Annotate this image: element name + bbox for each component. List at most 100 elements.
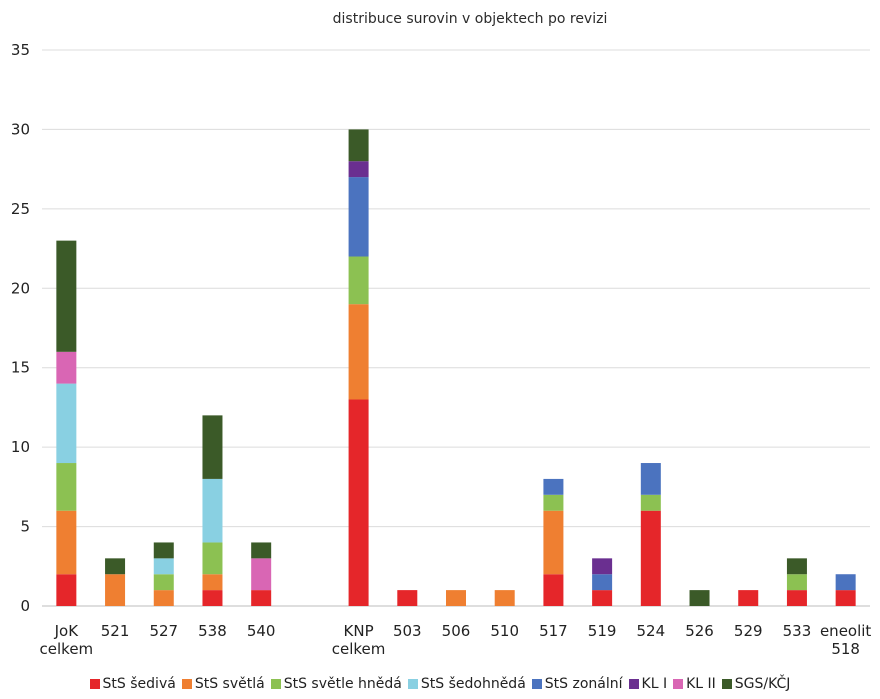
- legend-item: StS šedohnědá: [407, 676, 526, 692]
- legend-label: StS světle hnědá: [283, 676, 402, 692]
- y-tick-label: 20: [11, 279, 30, 297]
- x-tick-label: 526: [685, 622, 714, 640]
- bar-segment: [592, 574, 613, 591]
- legend-item: KL II: [673, 676, 716, 692]
- x-tick-label: 533: [783, 622, 812, 640]
- bar-segment: [56, 510, 77, 575]
- bar-segment: [738, 590, 759, 606]
- legend-swatch: [270, 679, 281, 689]
- legend-label: KL I: [641, 676, 668, 692]
- bar-segment: [251, 542, 272, 559]
- legend-label: KL II: [686, 676, 716, 692]
- legend-item: StS zonální: [531, 676, 623, 692]
- bar-segment: [56, 574, 77, 606]
- bar-segment: [105, 574, 126, 606]
- y-tick-label: 35: [11, 41, 30, 59]
- bar-segment: [153, 590, 174, 606]
- y-axis-ticks: 0 5 10 15 20 25 30 35: [11, 41, 30, 615]
- x-tick-label: eneolit: [820, 622, 871, 640]
- x-tick-label: 524: [637, 622, 666, 640]
- y-tick-label: 30: [11, 120, 30, 138]
- bar-segment: [592, 558, 613, 575]
- bar-segment: [543, 510, 564, 575]
- bar-segment: [105, 558, 126, 575]
- bar-segment: [640, 510, 661, 606]
- bar-segment: [446, 590, 466, 606]
- legend-label: SGS/KČJ: [734, 676, 791, 692]
- legend-label: StS světlá: [194, 676, 265, 692]
- bar-segment: [153, 542, 174, 559]
- x-tick-label: 540: [247, 622, 276, 640]
- bar-segment: [348, 161, 369, 178]
- bar-segment: [640, 463, 661, 495]
- bar-segment: [153, 574, 174, 591]
- bar-segment: [251, 590, 272, 606]
- bar-segment: [348, 256, 369, 305]
- bar-segment: [786, 574, 807, 591]
- y-tick-label: 0: [20, 597, 30, 615]
- gridlines: [42, 49, 870, 607]
- legend: StS šedivá StS světlá StS světle hnědá StS …: [0, 676, 880, 698]
- x-tick-label: 518: [831, 640, 860, 658]
- y-tick-label: 10: [11, 438, 30, 456]
- bar-segment: [494, 590, 515, 606]
- legend-swatch: [89, 679, 100, 689]
- bar-segment: [202, 478, 223, 543]
- bar-segment: [835, 574, 856, 591]
- legend-label: StS šedivá: [102, 676, 176, 692]
- legend-item: StS šedivá: [89, 676, 176, 692]
- bar-segment: [689, 590, 710, 606]
- bar-segment: [348, 399, 369, 606]
- y-tick-label: 25: [11, 200, 30, 218]
- legend-swatch: [531, 679, 542, 689]
- legend-swatch: [628, 679, 639, 689]
- bar-segment: [348, 177, 369, 257]
- legend-swatch: [721, 679, 732, 689]
- bar-segment: [56, 383, 77, 464]
- bar-segment: [592, 590, 613, 606]
- bar-segment: [251, 558, 272, 591]
- bar-segment: [56, 463, 77, 511]
- bar-segment: [543, 574, 564, 606]
- x-tick-label: 529: [734, 622, 763, 640]
- bar-segment: [543, 494, 564, 511]
- bar-segment: [202, 542, 223, 575]
- y-tick-label: 15: [11, 359, 30, 377]
- x-tick-label: 521: [101, 622, 130, 640]
- bar-segment: [348, 304, 369, 400]
- legend-item: StS světle hnědá: [270, 676, 402, 692]
- bar-segment: [543, 478, 564, 495]
- legend-item: StS světlá: [181, 676, 265, 692]
- legend-label: StS zonální: [544, 676, 623, 692]
- chart-title: distribuce surovin v objektech po revizi: [333, 11, 608, 27]
- x-tick-label: 517: [539, 622, 568, 640]
- bar-segment: [640, 494, 661, 511]
- bar-segment: [56, 351, 77, 384]
- bar-segment: [348, 129, 369, 162]
- x-tick-label: 510: [490, 622, 519, 640]
- bar-segment: [786, 590, 807, 606]
- legend-swatch: [181, 679, 192, 689]
- x-tick-label: 506: [442, 622, 471, 640]
- bar-segment: [202, 590, 223, 606]
- x-tick-label: 527: [149, 622, 178, 640]
- x-tick-label: JoK: [54, 622, 80, 640]
- x-tick-label: celkem: [40, 640, 94, 658]
- legend-item: KL I: [628, 676, 668, 692]
- bar-segment: [56, 240, 77, 352]
- bar-segment: [202, 415, 223, 479]
- x-tick-label: KNP: [344, 622, 374, 640]
- x-tick-label: 538: [198, 622, 227, 640]
- legend-label: StS šedohnědá: [420, 676, 526, 692]
- bar-segment: [786, 558, 807, 575]
- legend-swatch: [407, 679, 418, 689]
- x-tick-label: celkem: [332, 640, 386, 658]
- legend-swatch: [673, 679, 684, 689]
- bar-segment: [202, 574, 223, 591]
- bar-segment: [835, 590, 856, 606]
- x-tick-label: 519: [588, 622, 617, 640]
- legend-item: SGS/KČJ: [721, 676, 791, 692]
- bar-segment: [153, 558, 174, 575]
- chart: distribuce surovin v objektech po revizi…: [11, 11, 872, 658]
